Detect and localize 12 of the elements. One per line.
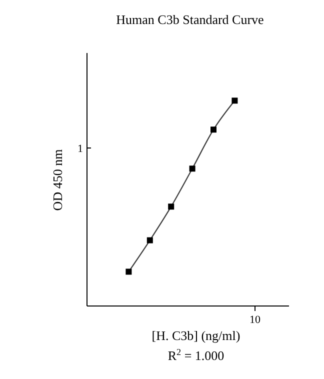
- point: [232, 98, 238, 104]
- point: [210, 126, 216, 133]
- point: [168, 204, 174, 210]
- x-axis-title: [H. C3b] (ng/ml): [152, 328, 240, 343]
- point: [189, 166, 196, 172]
- point: [146, 237, 153, 244]
- text: 1: [78, 143, 83, 155]
- y-axis-title: OD 450 nm: [50, 149, 65, 211]
- point: [126, 268, 132, 275]
- text: R$^{2}$ = 1.000: [168, 347, 224, 363]
- text: 10: [250, 314, 261, 326]
- chart-title: Human C3b Standard Curve: [116, 12, 264, 27]
